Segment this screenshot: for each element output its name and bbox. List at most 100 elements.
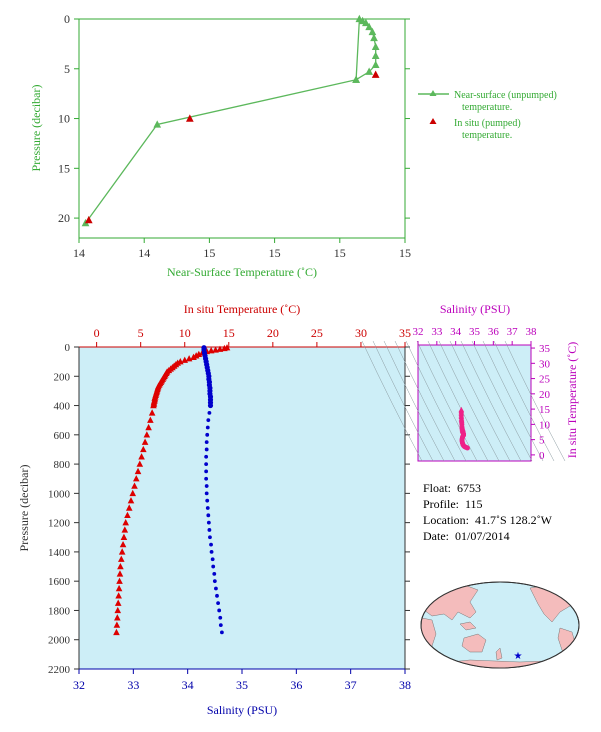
ts-density-contours	[361, 340, 566, 462]
temperature-profile	[113, 344, 231, 636]
temperature-point	[116, 577, 123, 584]
salinity-point	[217, 608, 222, 613]
float-value: 6753	[457, 481, 482, 495]
ts-salinity-tick-label: 34	[450, 326, 462, 338]
unpumped-temperature-point	[365, 67, 373, 75]
salinity-point	[204, 440, 209, 445]
salinity-tick-label: 32	[73, 678, 85, 692]
legend-label-unpumped-2: temperature.	[462, 102, 512, 113]
temperature-point	[145, 423, 152, 431]
ts-temperature-tick-label: 15	[539, 404, 551, 416]
pressure-tick-label: 2200	[48, 664, 71, 676]
unpumped-temperature-point	[371, 51, 380, 59]
legend-label-pumped-1: In situ (pumped)	[454, 118, 521, 129]
ts-temperature-tick-label: 10	[539, 419, 551, 431]
salinity-point	[205, 425, 210, 430]
unpumped-temperature-point	[368, 27, 377, 36]
legend-label-pumped-2: temperature.	[462, 130, 512, 141]
ts-title: Salinity (PSU)	[440, 302, 510, 316]
salinity-point	[218, 623, 223, 627]
pressure-tick-label: 2000	[48, 635, 71, 647]
temperature-point	[121, 526, 129, 533]
date-label: Date:	[423, 529, 449, 543]
temperature-point	[143, 431, 151, 438]
temperature-point	[221, 344, 228, 352]
temperature-tick-label: 15	[223, 326, 235, 340]
unpumped-temperature-point	[370, 33, 378, 42]
temperature-point	[216, 345, 224, 352]
pumped-temperature-point	[371, 70, 380, 78]
salinity-point	[205, 432, 210, 437]
density-contour	[361, 340, 423, 462]
unpumped-temperature-point	[365, 22, 373, 31]
salinity-tick-label: 33	[127, 678, 139, 692]
float-row: Float: 6753	[423, 480, 552, 496]
profile-ylabel: Pressure (decibar)	[17, 465, 31, 552]
temperature-point	[115, 592, 122, 599]
float-location-star-icon: ★	[514, 651, 523, 662]
salinity-point	[208, 535, 212, 540]
temperature-point	[113, 628, 120, 636]
pressure-tick-label: 1200	[48, 518, 71, 530]
temperature-tick-label: 20	[267, 326, 279, 340]
ts-temperature-tick-label: 35	[539, 343, 551, 355]
ts-point	[465, 445, 470, 451]
temperature-point	[116, 570, 124, 577]
salinity-point	[219, 630, 224, 635]
ts-salinity-ticks: 32 33 34 35 36 37 38	[413, 326, 537, 345]
salinity-point	[204, 462, 209, 466]
profile-value: 115	[465, 497, 483, 511]
salinity-point	[212, 579, 217, 584]
pressure-tick-label: 600	[54, 430, 71, 442]
profile-bottom-xlabel: Salinity (PSU)	[207, 703, 277, 717]
ts-salinity-tick-label: 35	[469, 326, 481, 338]
temperature-point	[114, 614, 121, 621]
temperature-point	[114, 599, 122, 606]
profile-top-title: In situ Temperature (˚C)	[184, 302, 301, 316]
float-label: Float:	[423, 481, 452, 495]
salinity-point	[215, 593, 219, 598]
salinity-point	[204, 491, 209, 496]
salinity-point	[216, 601, 220, 606]
near-surface-ylabel: Pressure (decibar)	[29, 85, 43, 172]
temperature-point	[124, 511, 131, 519]
temperature-point	[181, 356, 189, 363]
salinity-point	[204, 469, 209, 474]
salinity-point	[206, 513, 211, 518]
location-label: Location:	[423, 513, 469, 527]
density-contour	[416, 340, 478, 462]
temperature-point	[115, 584, 123, 592]
salinity-tick-label: 38	[399, 678, 411, 692]
pumped-temperature-point	[185, 114, 194, 122]
temperature-point	[117, 562, 124, 570]
salinity-point	[205, 498, 210, 503]
density-contour	[372, 340, 434, 462]
near-surface-y-tick-label: 15	[58, 161, 70, 175]
temperature-point	[132, 475, 140, 482]
pressure-tick-label: 400	[54, 401, 71, 413]
salinity-point	[206, 418, 211, 423]
location-row: Location: 41.7˚S 128.2˚W	[423, 512, 552, 528]
density-contour	[394, 340, 456, 462]
salinity-point	[209, 542, 213, 547]
salinity-point	[210, 557, 215, 562]
temperature-point	[148, 409, 156, 416]
temperature-point	[141, 438, 149, 445]
near-surface-xlabel: Near-Surface Temperature (˚C)	[167, 265, 317, 279]
density-contour	[460, 340, 522, 462]
pressure-tick-label: 1800	[48, 605, 71, 617]
near-surface-y-tick-label: 5	[64, 62, 70, 76]
temperature-point	[147, 416, 154, 423]
temperature-point	[134, 467, 142, 475]
temperature-point	[138, 453, 145, 460]
ts-temperature-tick-label: 0	[539, 450, 545, 462]
near-surface-plot: 14 14 15 15 15 15 0 5 10 15 20 Near-Surface Tempe…	[29, 12, 557, 279]
profile-plot-area	[79, 347, 405, 669]
density-contour	[482, 340, 544, 462]
salinity-point	[204, 454, 209, 459]
temperature-point	[150, 401, 157, 409]
legend-marker-pumped	[429, 118, 437, 124]
profile-plot: 0 5 10 15 20 25 30 35 32 33 34 35 36 37 38 0 200 400 600…	[17, 302, 411, 717]
salinity-tick-label: 37	[345, 678, 357, 692]
salinity-point	[214, 586, 218, 591]
